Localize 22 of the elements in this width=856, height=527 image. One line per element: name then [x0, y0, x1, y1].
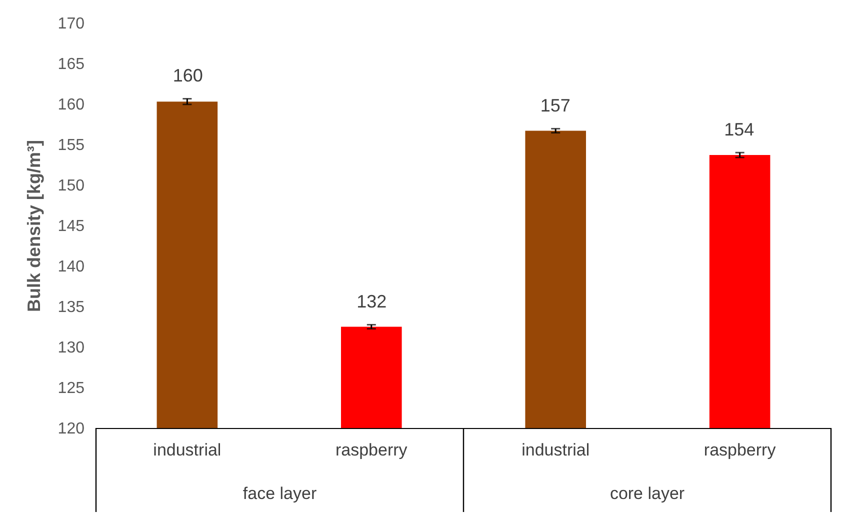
y-tick-label: 165	[58, 56, 85, 73]
y-tick-label: 140	[58, 258, 85, 276]
y-tick-label: 150	[58, 178, 85, 194]
y-tick-label: 170	[58, 16, 85, 32]
y-tick-label: 155	[58, 137, 85, 154]
text: face layer	[242, 484, 317, 503]
data-label: 160	[172, 66, 203, 86]
y-tick-label: 130	[58, 340, 85, 356]
x-tick-label: raspberry	[335, 440, 408, 460]
text: core layer	[610, 484, 685, 503]
y-tick-label: 160	[58, 96, 85, 114]
y-axis-title: Bulk density [kg/m³]	[24, 140, 44, 312]
data-label: 157	[540, 96, 570, 116]
x-tick-label: industrial	[522, 440, 590, 460]
y-tick-label: 120	[58, 420, 85, 438]
y-tick-label: 135	[58, 299, 85, 316]
y-tick-label: 125	[58, 380, 85, 397]
x-tick-label: raspberry	[704, 440, 776, 460]
data-label: 132	[356, 292, 387, 312]
y-tick-label: 145	[58, 218, 85, 235]
x-tick-label: industrial	[153, 440, 222, 460]
data-label: 154	[724, 120, 754, 140]
